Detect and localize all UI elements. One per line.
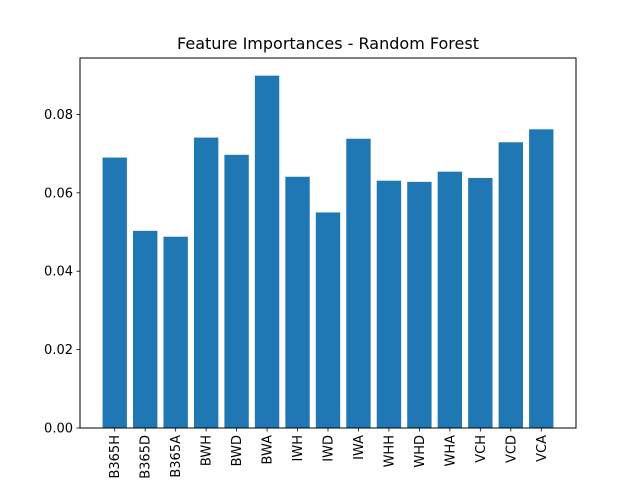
y-tick-label: 0.02 (44, 343, 73, 358)
bar-bwa (254, 75, 280, 428)
y-tick-label: 0.04 (44, 265, 73, 280)
y-tick-label: 0.00 (44, 422, 73, 437)
bar-bwh (193, 137, 219, 428)
y-axis: 0.00 0.02 0.04 0.06 0.08 (44, 108, 80, 437)
x-tick-label-vch: VCH (474, 435, 489, 463)
bar-whh (376, 180, 402, 428)
x-tick-label-b365d: B365D (139, 435, 154, 479)
y-tick-label: 0.06 (44, 186, 73, 201)
x-tick-label-vca: VCA (535, 435, 550, 462)
bar-iwd (315, 212, 341, 428)
x-tick-label-wha: WHA (443, 435, 458, 467)
bar-bwd (224, 154, 249, 428)
x-tick-label-iwh: IWH (291, 435, 306, 461)
bar-vca (529, 129, 554, 428)
chart-title: Feature Importances - Random Forest (177, 34, 479, 53)
bars-layer (102, 75, 554, 428)
x-tick-label-bwd: BWD (230, 435, 245, 466)
x-axis: B365H B365D B365A BWH BWD BWA IWH IWD IWA WHH WHD W… (108, 428, 550, 479)
bar-wha (437, 171, 463, 428)
x-tick-label-iwa: IWA (352, 435, 367, 460)
bar-b365a (163, 236, 188, 428)
bar-whd (407, 181, 432, 428)
bar-b365h (102, 157, 127, 428)
bar-vcd (498, 142, 523, 428)
bar-b365d (133, 230, 158, 428)
x-tick-label-bwh: BWH (200, 435, 215, 466)
bar-iwa (346, 138, 371, 428)
x-tick-label-whd: WHD (413, 435, 428, 468)
x-tick-label-iwd: IWD (322, 435, 337, 462)
plot-frame (79, 57, 577, 429)
y-tick-label: 0.08 (44, 108, 73, 123)
x-tick-label-b365h: B365H (108, 435, 123, 479)
x-tick-label-b365a: B365A (169, 435, 184, 478)
x-tick-label-vcd: VCD (504, 435, 519, 463)
bar-vch (468, 177, 493, 428)
bar-iwh (285, 176, 310, 428)
x-tick-label-whh: WHH (382, 435, 397, 467)
x-tick-label-bwa: BWA (261, 435, 276, 465)
